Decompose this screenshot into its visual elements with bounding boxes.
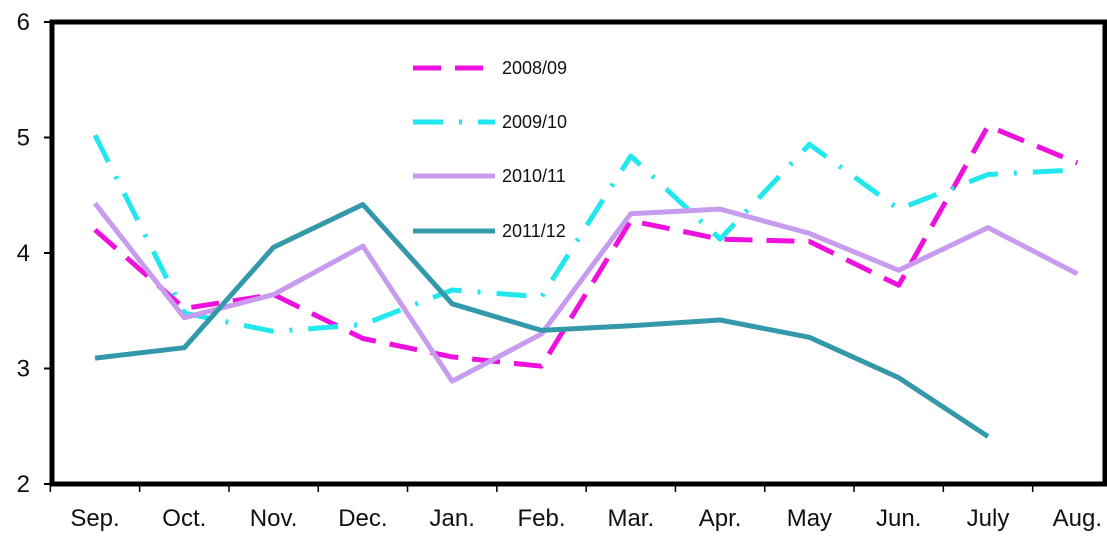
series-line-2009-10 — [92, 134, 1078, 334]
x-axis: Sep. Oct. Nov. Dec. Jan. Feb. Mar. Apr. May Jun. J… — [49, 484, 1102, 532]
series-layer — [92, 123, 1079, 439]
x-tick-label: Nov. — [250, 505, 298, 531]
x-tick-label: Sep. — [70, 505, 119, 531]
x-tick-label: May — [787, 505, 832, 531]
y-tick-label: 3 — [17, 356, 30, 383]
x-tick-label: July — [967, 505, 1010, 531]
y-tick-label: 6 — [17, 9, 30, 36]
x-tick-label: Oct. — [162, 505, 206, 531]
x-tick-label: Apr. — [699, 505, 742, 531]
legend-label: 2011/12 — [502, 221, 566, 241]
y-tick-label: 2 — [17, 471, 30, 498]
y-tick-label: 4 — [17, 240, 30, 267]
legend-label: 2009/10 — [502, 112, 567, 132]
x-tick-label: Jun. — [876, 505, 921, 531]
y-tick-label: 5 — [17, 125, 30, 152]
plot-area — [49, 19, 1107, 487]
legend: 2008/09 2009/10 2010/11 2011/12 — [413, 58, 567, 241]
x-tick-label: Jan. — [430, 505, 475, 531]
legend-label: 2008/09 — [502, 58, 567, 78]
x-tick-label: Mar. — [607, 505, 654, 531]
x-tick-label: Feb. — [517, 505, 565, 531]
y-axis: 2 3 4 5 6 — [17, 9, 52, 498]
x-tick-label: Dec. — [338, 505, 387, 531]
series-line-2011-12 — [94, 202, 990, 439]
legend-label: 2010/11 — [502, 166, 566, 186]
series-line-2010-11 — [93, 201, 1079, 384]
x-tick-label: Aug. — [1053, 505, 1102, 531]
